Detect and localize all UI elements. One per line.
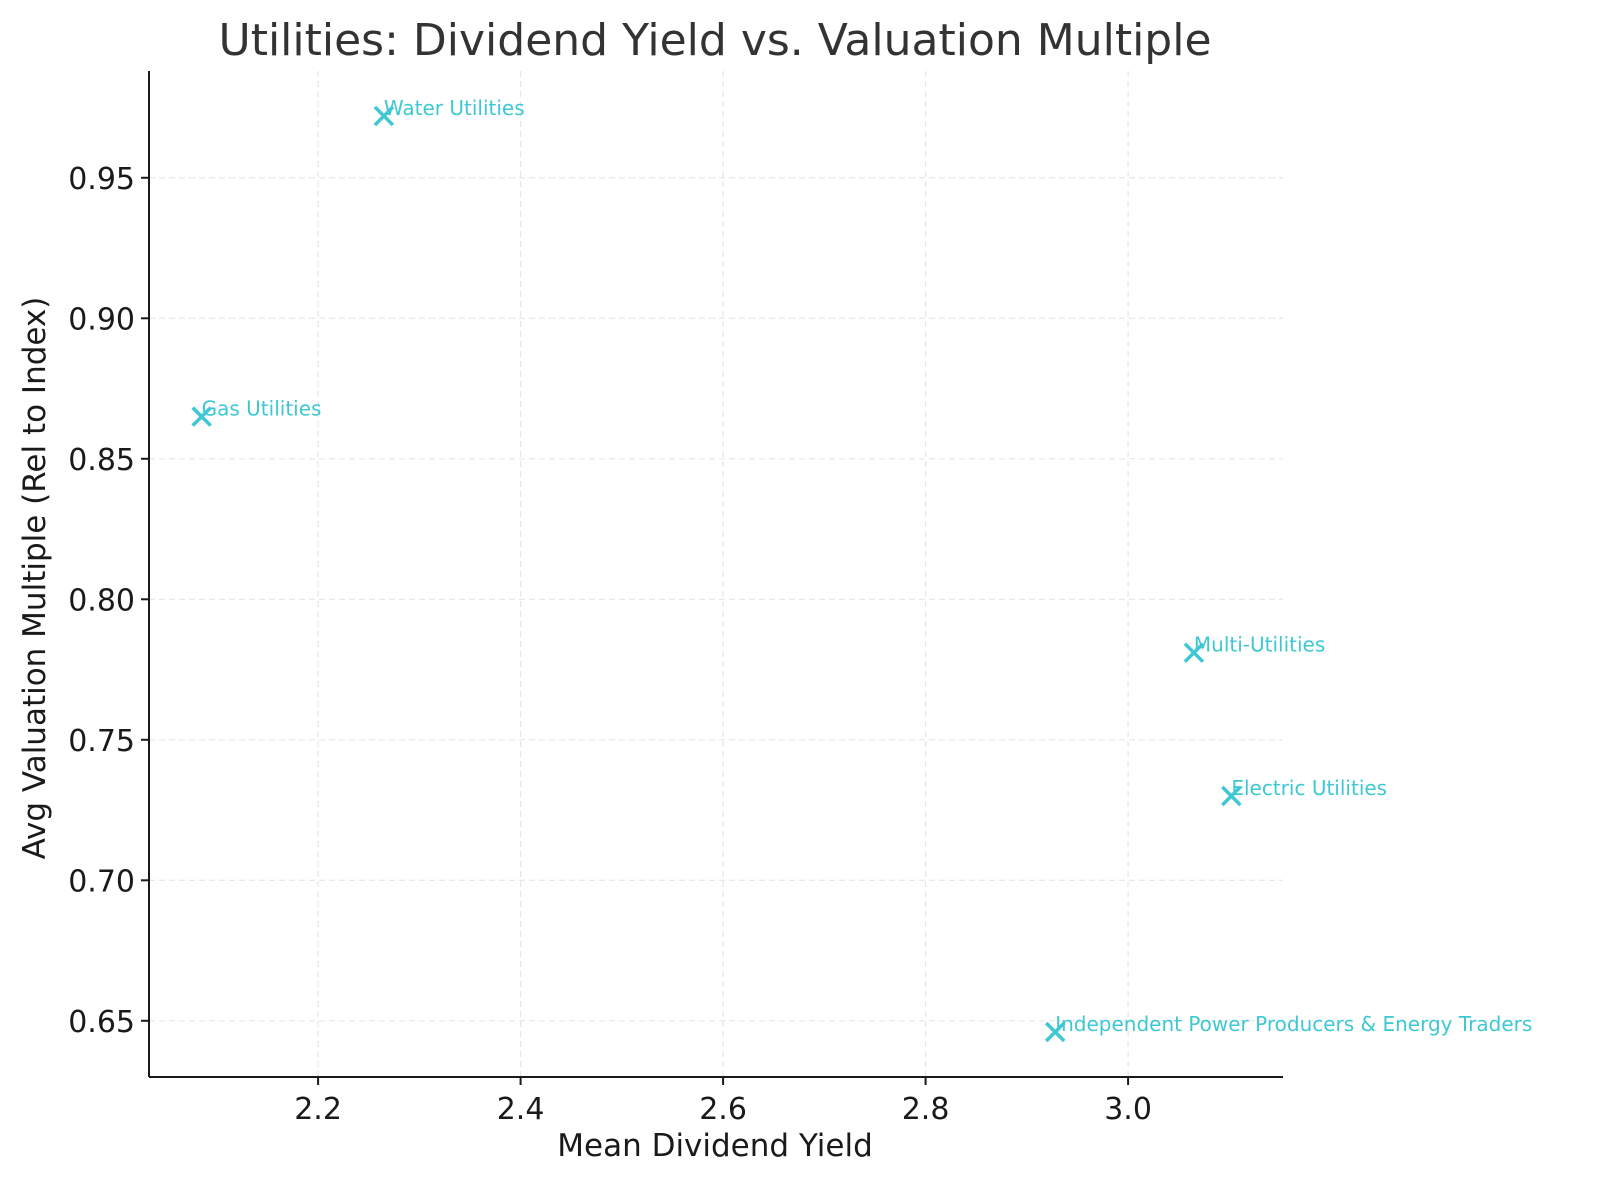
x-tick-label: 2.8 (902, 1092, 950, 1127)
x-axis-label: Mean Dividend Yield (557, 1128, 873, 1164)
x-marker (1221, 785, 1242, 807)
point-label: Water Utilities (384, 96, 525, 120)
y-tick-label: 0.80 (68, 583, 135, 618)
ticks: 2.2 2.4 2.6 2.8 3.0 0.65 0.70 0.75 0.80 0.85 0.90 0… (68, 162, 1152, 1127)
data-points: Water Utilities Gas Utilities Multi-Utilit… (191, 96, 1532, 1043)
y-tick-label: 0.75 (68, 724, 135, 759)
point-label: Independent Power Producers & Energy Tra… (1055, 1012, 1532, 1036)
data-point: Electric Utilities (1221, 776, 1387, 807)
point-label: Gas Utilities (202, 397, 322, 421)
y-tick-label: 0.85 (68, 443, 135, 478)
x-tick-label: 3.0 (1104, 1092, 1152, 1127)
x-marker (373, 105, 395, 127)
x-marker (191, 406, 212, 427)
data-point: Water Utilities (373, 96, 525, 127)
y-tick-label: 0.70 (68, 864, 135, 899)
y-tick-label: 0.95 (68, 162, 135, 197)
data-point: Independent Power Producers & Energy Tra… (1044, 1012, 1532, 1043)
data-point: Gas Utilities (191, 397, 322, 427)
y-tick-label: 0.65 (68, 1005, 135, 1040)
axes (148, 71, 1283, 1078)
grid-lines (149, 71, 1283, 1077)
x-marker (1044, 1021, 1066, 1043)
x-marker (1183, 642, 1205, 663)
y-axis-label: Avg Valuation Multiple (Rel to Index) (17, 297, 53, 860)
point-label: Multi-Utilities (1194, 633, 1325, 657)
point-label: Electric Utilities (1231, 776, 1387, 800)
x-tick-label: 2.4 (497, 1092, 545, 1127)
x-tick-label: 2.2 (294, 1092, 342, 1127)
chart-title: Utilities: Dividend Yield vs. Valuation … (218, 15, 1211, 66)
y-tick-label: 0.90 (68, 302, 135, 337)
x-tick-label: 2.6 (699, 1092, 747, 1127)
data-point: Multi-Utilities (1183, 633, 1325, 663)
